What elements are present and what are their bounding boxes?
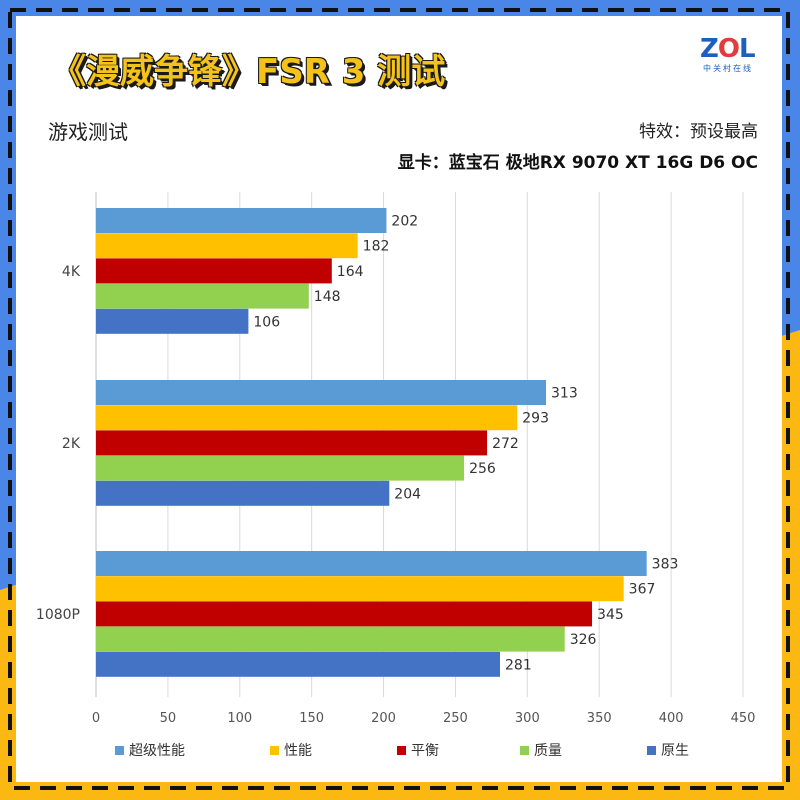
x-tick-label: 50 [160,711,177,726]
legend-swatch [647,745,656,755]
data-label: 202 [391,214,418,230]
legend-label: 性能 [284,743,312,759]
legend-label: 原生 [661,743,689,759]
chart-title: 《漫威争锋》FSR 3 测试 [52,52,446,92]
legend-swatch [397,745,406,755]
category-label: 1080P [36,607,80,623]
legend-swatch [115,745,124,755]
x-tick-label: 450 [731,711,756,726]
bar-4K-4 [96,308,249,334]
bar-1080P-3 [96,626,565,652]
legend-label: 平衡 [411,743,439,759]
data-label: 326 [570,632,597,648]
effect-setting: 特效：预设最高 [639,122,758,142]
bar-1080P-4 [96,651,501,677]
data-label: 272 [492,436,519,452]
data-label: 182 [363,239,390,255]
legend-label: 超级性能 [129,743,185,759]
legend-item: 性能 [270,740,312,760]
legend-item: 平衡 [397,740,439,760]
bar-2K-3 [96,455,465,481]
x-tick-label: 250 [443,711,468,726]
data-label: 383 [652,557,679,573]
data-label: 106 [253,314,280,330]
x-tick-label: 100 [227,711,252,726]
gpu-label: 显卡：蓝宝石 极地RX 9070 XT 16G D6 OC [397,153,758,173]
x-tick-label: 400 [659,711,684,726]
bar-4K-0 [96,208,387,233]
data-label: 345 [597,607,624,623]
x-tick-label: 350 [587,711,612,726]
x-tick-label: 150 [299,711,324,726]
bar-1080P-0 [96,551,647,576]
legend-item: 质量 [520,740,562,760]
bar-4K-1 [96,233,358,259]
data-label: 313 [551,386,578,402]
data-label: 204 [394,486,421,502]
bar-4K-2 [96,258,332,284]
bar-1080P-2 [96,601,593,627]
category-label: 2K [62,436,81,452]
data-label: 256 [469,461,496,477]
bar-2K-1 [96,405,518,431]
data-label: 281 [505,657,532,673]
bar-2K-4 [96,480,390,506]
zol-logo-sub: 中关村在线 [703,64,753,73]
zol-logo: ZOL 中关村在线 [700,34,770,78]
x-tick-label: 0 [92,711,100,726]
data-label: 293 [522,411,549,427]
bar-4K-3 [96,283,309,309]
bar-1080P-1 [96,576,624,602]
legend-item: 超级性能 [115,740,185,760]
data-label: 164 [337,264,364,280]
legend-item: 原生 [647,740,689,760]
legend-label: 质量 [534,743,562,759]
legend-swatch [520,745,529,755]
data-label: 367 [629,582,656,598]
x-tick-label: 200 [371,711,396,726]
bar-2K-2 [96,430,488,456]
bar-2K-0 [96,380,547,405]
x-tick-label: 300 [515,711,540,726]
chart-subtitle: 游戏测试 [48,120,128,144]
category-label: 4K [62,264,81,280]
zol-logo-mark: ZOL [700,34,756,64]
data-label: 148 [314,289,341,305]
legend-swatch [270,745,279,755]
